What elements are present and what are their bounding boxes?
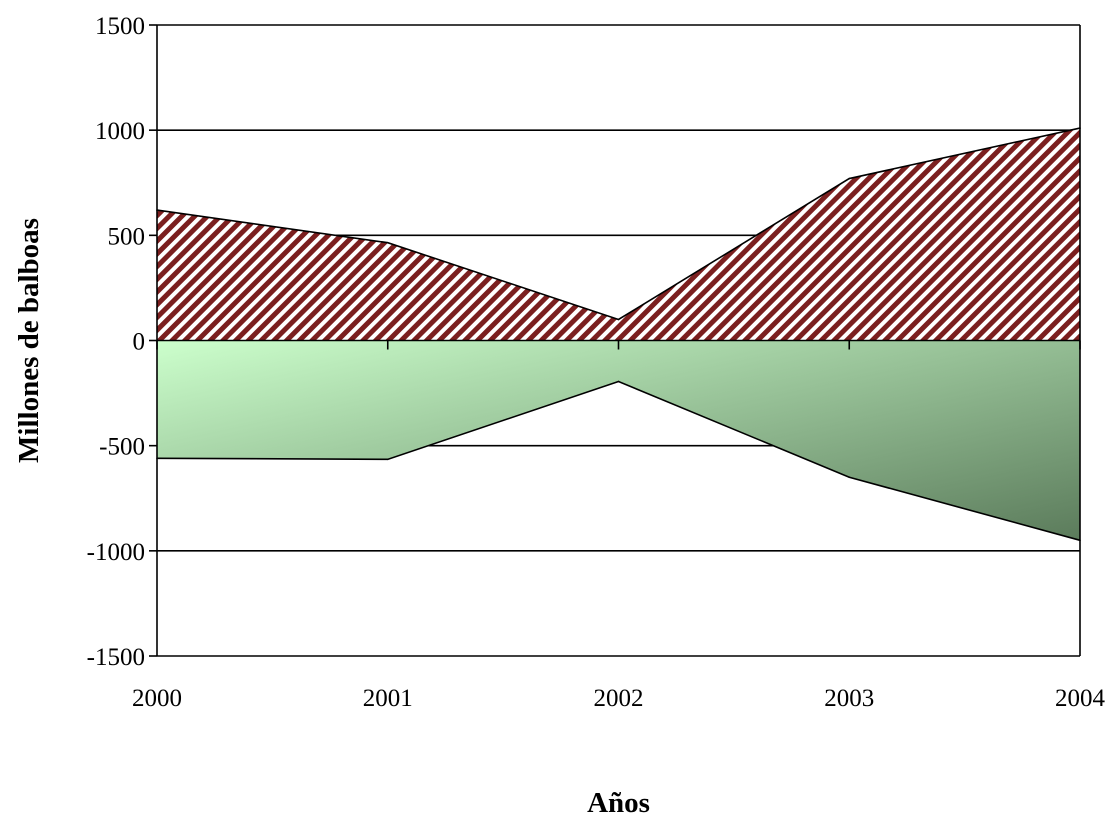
- series-2-area: [157, 340, 1080, 541]
- x-tick-label-2000: 2000: [132, 685, 182, 712]
- data-point-s1-2003: [848, 177, 851, 180]
- data-point-s1-2002: [617, 318, 620, 321]
- x-tick-label-2003: 2003: [824, 685, 874, 712]
- y-tick-label--1000: -1000: [87, 539, 145, 566]
- y-tick-label--500: -500: [99, 434, 145, 461]
- x-tick-label-2001: 2001: [363, 685, 413, 712]
- data-point-s2-2001: [386, 458, 389, 461]
- data-point-s2-2002: [617, 380, 620, 383]
- series-1-area: [157, 128, 1080, 341]
- y-tick-label-500: 500: [108, 223, 146, 250]
- tick-labels: 1500 1000 500 0 -500 -1000 -1500 2000 2001 2002 20…: [87, 13, 1106, 712]
- x-tick-label-2004: 2004: [1055, 685, 1106, 712]
- axes: [149, 24, 1081, 657]
- y-tick-label--1500: -1500: [87, 644, 145, 671]
- x-tick-label-2002: 2002: [594, 685, 644, 712]
- y-tick-label-0: 0: [133, 329, 146, 356]
- x-axis-title: Años: [587, 787, 650, 819]
- area-series: [156, 127, 1081, 542]
- y-tick-label-1500: 1500: [95, 13, 145, 40]
- y-tick-label-1000: 1000: [95, 118, 145, 145]
- y-axis-title: Millones de balboas: [13, 218, 45, 463]
- data-point-s2-2003: [848, 476, 851, 479]
- data-point-s1-2001: [386, 241, 389, 244]
